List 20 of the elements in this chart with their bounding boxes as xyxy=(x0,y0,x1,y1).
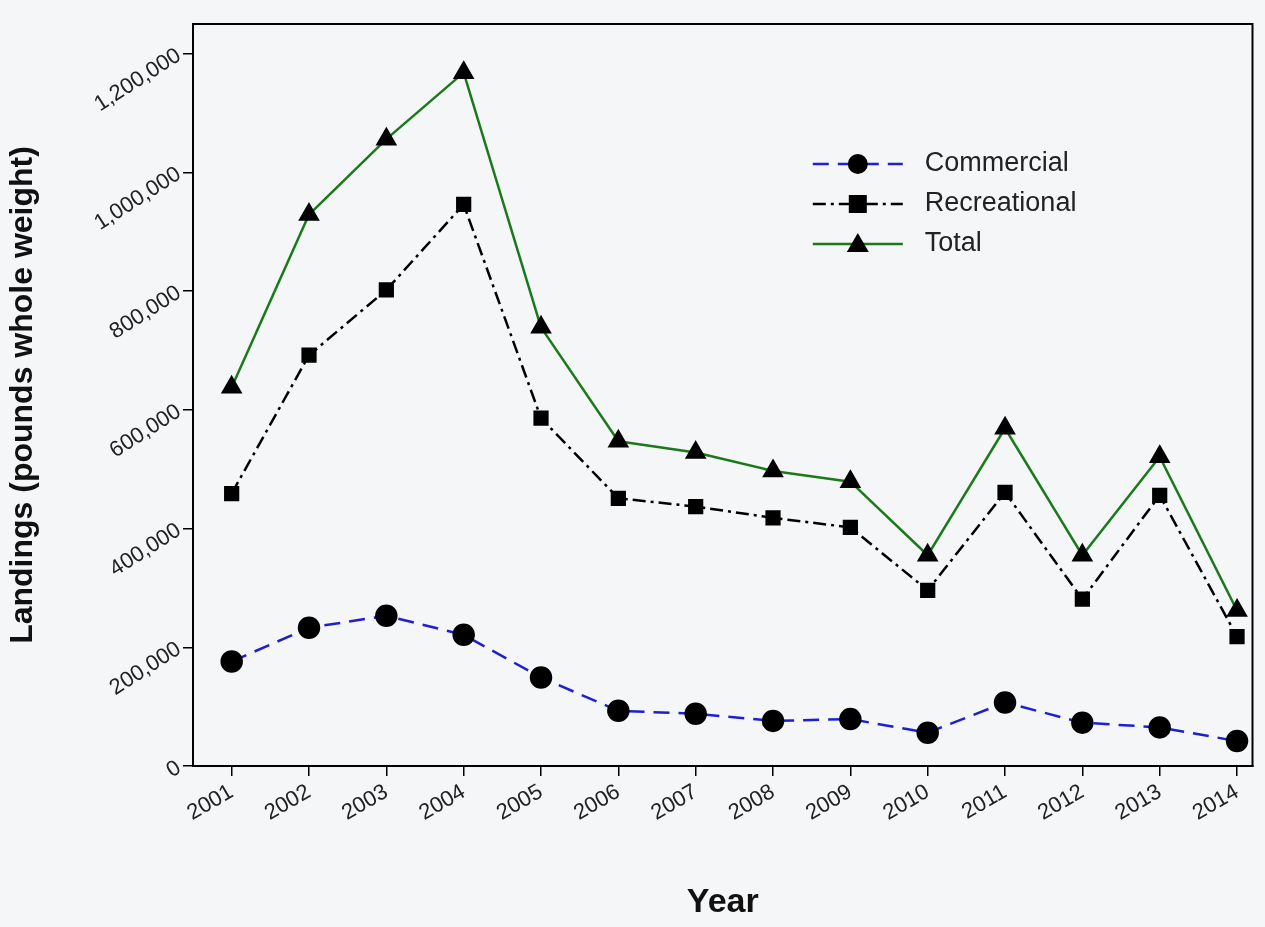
legend-label: Recreational xyxy=(924,187,1077,218)
x-tick-label: 2004 xyxy=(414,778,470,825)
x-tick-label: 2009 xyxy=(801,778,856,825)
legend-label: Total xyxy=(924,227,982,258)
y-axis-title: Landings (pounds whole weight) xyxy=(3,146,40,644)
x-tick-label: 2011 xyxy=(957,778,1011,824)
x-tick-label: 2006 xyxy=(569,778,624,825)
legend-label: Commercial xyxy=(924,147,1069,178)
x-tick-label: 2002 xyxy=(259,778,315,825)
x-tick-label: 2005 xyxy=(491,778,547,825)
x-tick-label: 2007 xyxy=(646,778,702,825)
x-axis-title: Year xyxy=(686,880,759,919)
x-tick-label: 2014 xyxy=(1187,778,1243,825)
y-tick-label: 0 xyxy=(161,754,185,782)
x-tick-label: 2003 xyxy=(337,778,392,825)
x-tick-label: 2013 xyxy=(1110,778,1166,825)
x-tick-label: 2010 xyxy=(878,778,934,825)
x-tick-label: 2012 xyxy=(1033,778,1088,825)
x-tick-label: 2001 xyxy=(182,778,238,825)
x-tick-label: 2008 xyxy=(723,778,779,825)
